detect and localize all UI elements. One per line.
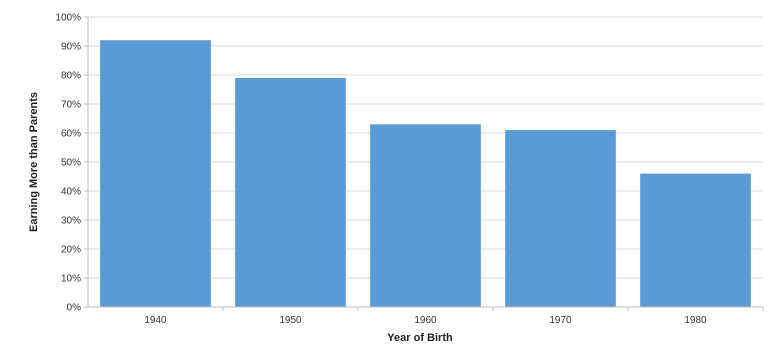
y-tick-label: 60% [61, 129, 81, 140]
x-tick-labels: 1940 1950 1960 1970 1980 [144, 307, 764, 326]
x-tick-label: 1970 [549, 315, 572, 326]
y-tick-label: 10% [61, 274, 81, 285]
bar-1950 [235, 77, 346, 308]
x-tick-label: 1980 [684, 315, 707, 326]
x-tick-label: 1960 [414, 315, 437, 326]
x-axis-title: Year of Birth [387, 332, 453, 344]
bars [100, 40, 751, 308]
y-tick-labels: 0% 10% 20% 30% 40% 50% 60% 70% 80% 90% 100% [55, 13, 88, 314]
bar-1960 [370, 124, 481, 307]
bar-1940 [100, 40, 211, 307]
x-tick-label: 1940 [144, 315, 167, 326]
bar-1970 [505, 130, 616, 307]
y-tick-label: 40% [61, 187, 81, 198]
y-tick-label: 80% [61, 71, 81, 82]
y-axis-title: Earning More than Parents [28, 92, 40, 232]
bar-1980 [640, 173, 751, 307]
x-tick-label: 1950 [279, 315, 302, 326]
y-tick-label: 30% [61, 216, 81, 227]
y-tick-label: 0% [67, 303, 82, 314]
y-tick-label: 20% [61, 245, 81, 256]
y-tick-label: 50% [61, 158, 81, 169]
y-tick-label: 100% [55, 13, 81, 24]
y-tick-label: 90% [61, 42, 81, 53]
y-tick-label: 70% [61, 100, 81, 111]
